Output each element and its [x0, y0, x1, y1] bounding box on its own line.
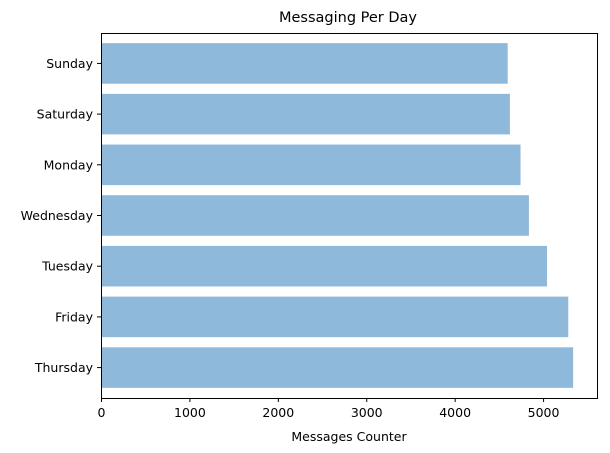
bar-sunday [102, 43, 508, 84]
bar-friday [102, 296, 569, 338]
y-tick-label-friday: Friday [55, 309, 93, 324]
x-tick-label: 0 [98, 405, 106, 420]
x-axis-ticks: 0 1000 2000 3000 4000 5000 [98, 398, 560, 420]
y-axis-ticks: Thursday Friday Tuesday Wednesday Monday Satu… [21, 56, 101, 375]
y-tick-label-wednesday: Wednesday [21, 208, 94, 223]
x-tick-label: 3000 [351, 405, 383, 420]
bar-monday [102, 144, 521, 186]
bar-tuesday [102, 245, 548, 287]
bar-saturday [102, 93, 510, 135]
chart-title: Messaging Per Day [279, 10, 417, 26]
y-tick-label-saturday: Saturday [37, 107, 94, 122]
y-tick-label-monday: Monday [44, 157, 94, 172]
x-axis-label: Messages Counter [291, 429, 407, 444]
bar-wednesday [102, 195, 529, 236]
bars-group [102, 43, 574, 388]
plot-frame [101, 33, 598, 399]
x-tick-label: 4000 [439, 405, 471, 420]
x-tick-label: 1000 [174, 405, 206, 420]
y-tick-label-sunday: Sunday [46, 56, 93, 71]
bar-thursday [102, 347, 574, 388]
x-tick-label: 2000 [262, 405, 294, 420]
y-tick-label-tuesday: Tuesday [41, 259, 93, 274]
y-tick-label-thursday: Thursday [34, 360, 94, 375]
x-tick-label: 5000 [528, 405, 560, 420]
